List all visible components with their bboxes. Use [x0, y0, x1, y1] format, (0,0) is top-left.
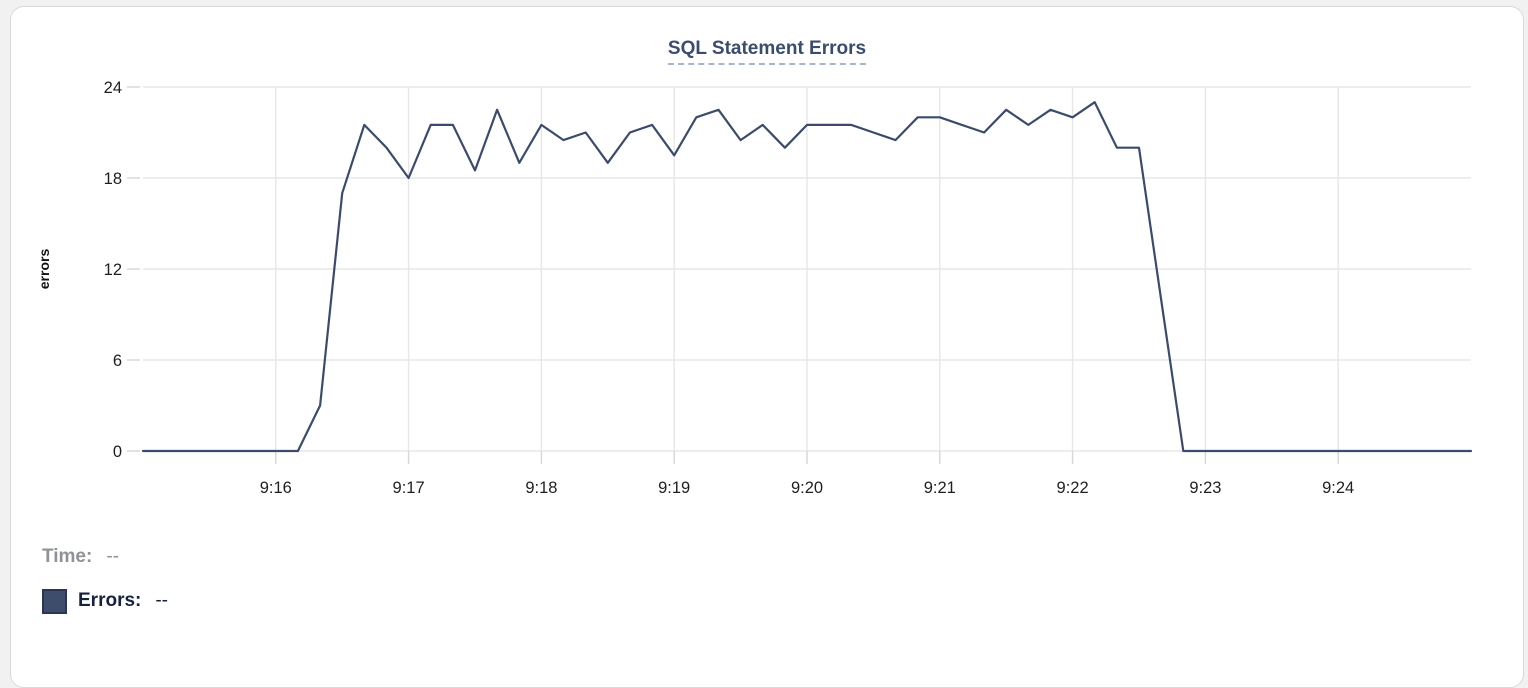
legend-errors-value: -- [155, 590, 169, 611]
hover-readout-legend: Time: -- Errors: -- [42, 545, 168, 633]
errors-series-swatch [42, 588, 67, 614]
legend-time-label: Time: [42, 546, 93, 567]
chart-header: SQL Statement Errors [11, 38, 1523, 65]
legend-time-row: Time: -- [42, 545, 168, 569]
chart-card: SQL Statement Errors Time: -- Errors: -- [10, 6, 1524, 688]
legend-errors-label: Errors: [78, 590, 142, 611]
chart-title-link[interactable]: SQL Statement Errors [667, 38, 867, 65]
legend-time-value: -- [106, 546, 119, 567]
legend-errors-row: Errors: -- [42, 588, 169, 614]
